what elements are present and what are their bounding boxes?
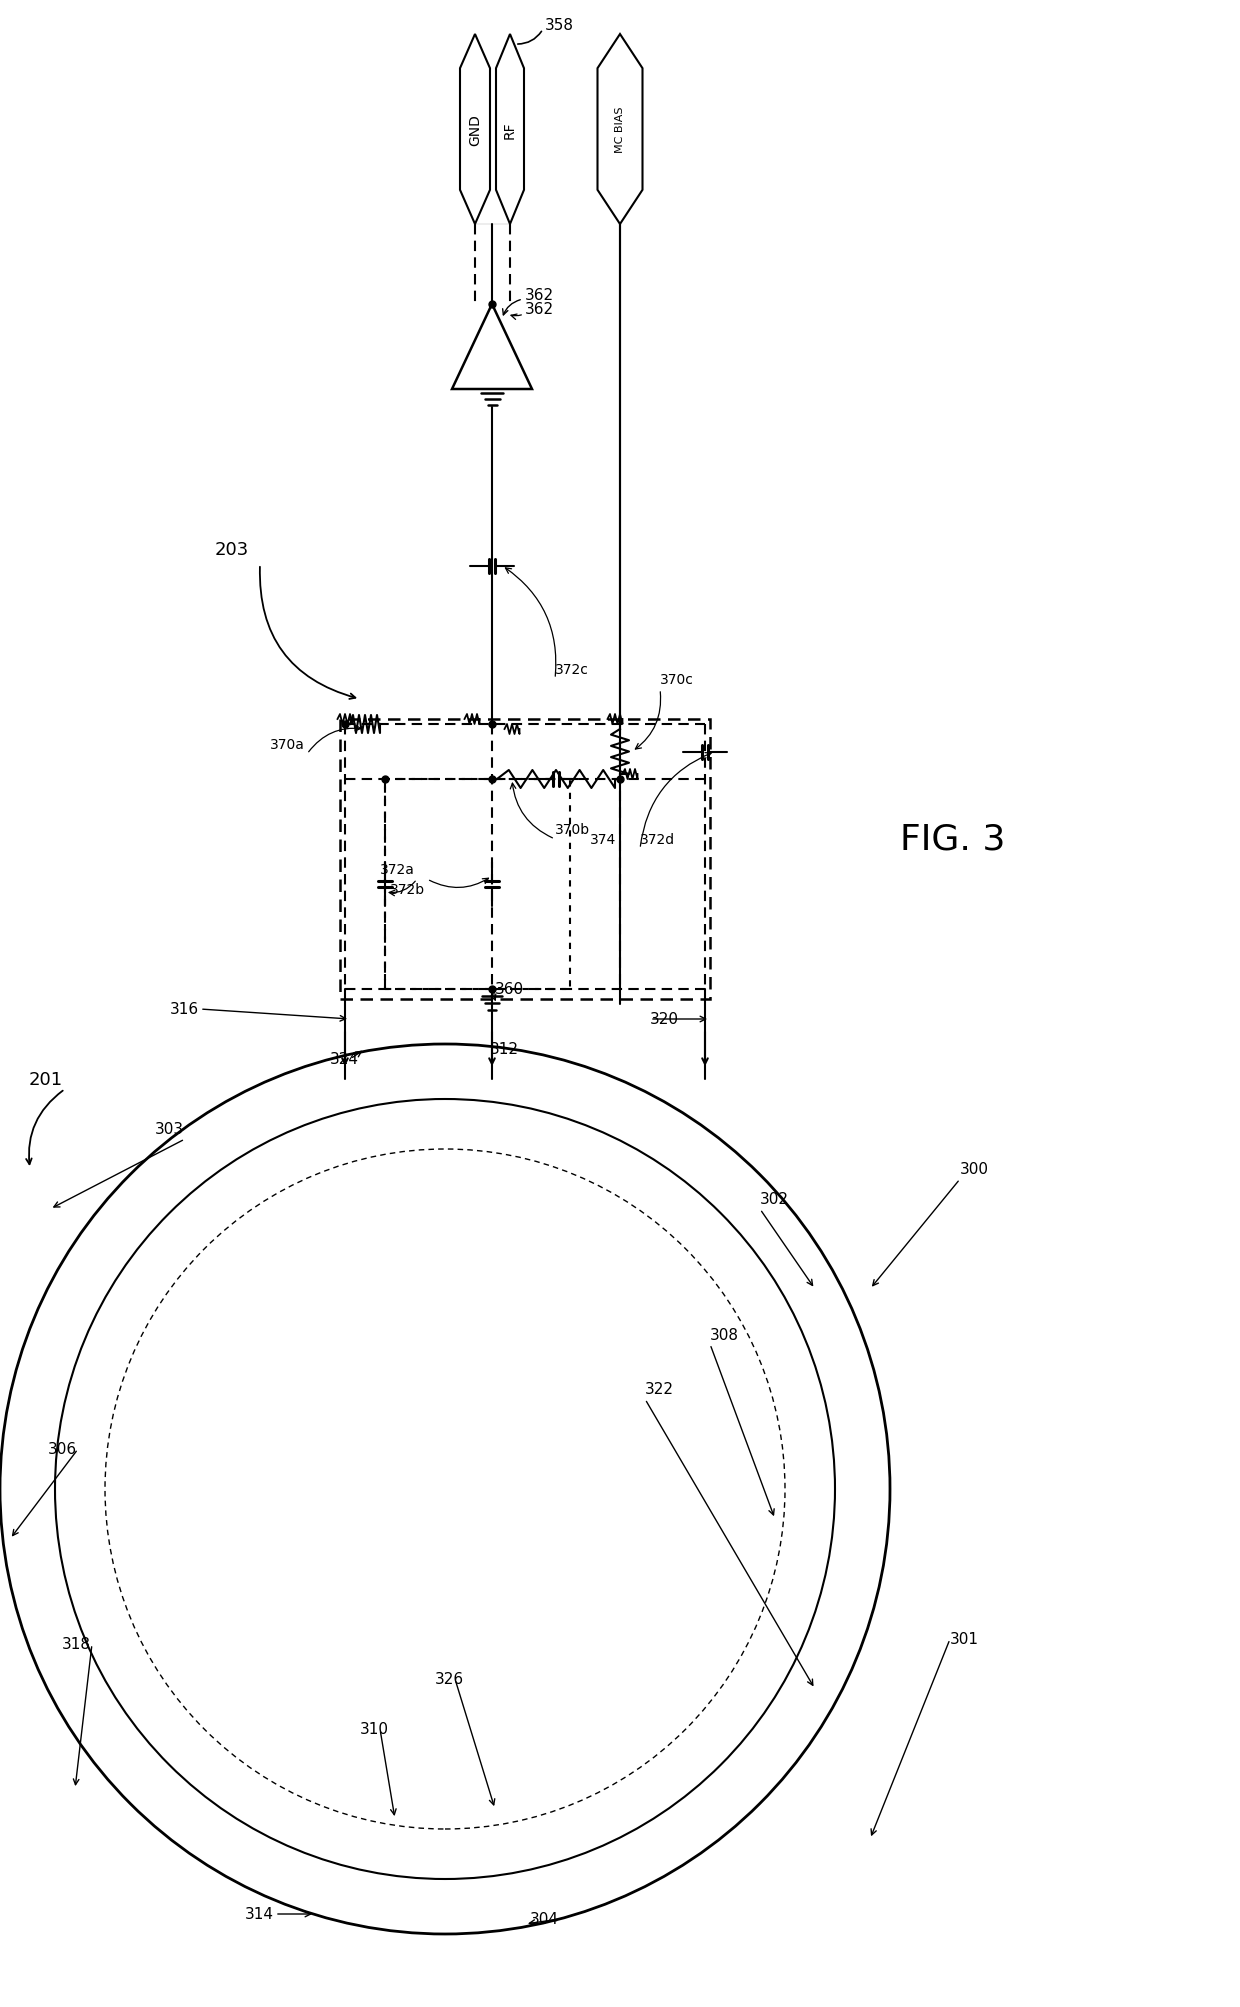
Text: 203: 203 <box>215 540 249 558</box>
Text: 304: 304 <box>529 1911 559 1927</box>
Text: 322: 322 <box>645 1381 675 1397</box>
Text: 201: 201 <box>29 1070 63 1088</box>
Text: 306: 306 <box>48 1441 77 1457</box>
Text: 372a: 372a <box>381 863 415 877</box>
Text: 308: 308 <box>711 1327 739 1343</box>
Text: 374: 374 <box>590 833 616 847</box>
Bar <box>340 721 711 999</box>
Text: 372c: 372c <box>556 662 589 676</box>
Text: 370c: 370c <box>660 672 694 686</box>
Text: 372b: 372b <box>389 883 425 897</box>
Text: 324: 324 <box>330 1052 360 1068</box>
Text: 310: 310 <box>360 1722 389 1736</box>
Text: 312: 312 <box>490 1042 520 1058</box>
Text: 358: 358 <box>546 18 574 32</box>
Text: RF: RF <box>503 120 517 138</box>
Text: 300: 300 <box>960 1162 990 1176</box>
Text: 362: 362 <box>525 303 554 317</box>
Text: FIG. 3: FIG. 3 <box>900 823 1006 857</box>
Text: 316: 316 <box>170 1001 200 1018</box>
Text: 370b: 370b <box>556 823 590 837</box>
Text: 301: 301 <box>950 1632 980 1646</box>
Text: GND: GND <box>467 114 482 147</box>
Text: 360: 360 <box>495 981 525 997</box>
Text: 314: 314 <box>246 1907 274 1921</box>
Text: 372d: 372d <box>640 833 675 847</box>
Text: 303: 303 <box>155 1122 184 1136</box>
Text: 320: 320 <box>650 1012 680 1028</box>
Text: 302: 302 <box>760 1192 789 1206</box>
Text: 318: 318 <box>62 1636 91 1652</box>
Text: 362: 362 <box>525 287 554 303</box>
Text: MC BIAS: MC BIAS <box>615 106 625 153</box>
Text: 370a: 370a <box>270 739 305 753</box>
Bar <box>384 779 570 989</box>
Text: 326: 326 <box>435 1672 464 1686</box>
